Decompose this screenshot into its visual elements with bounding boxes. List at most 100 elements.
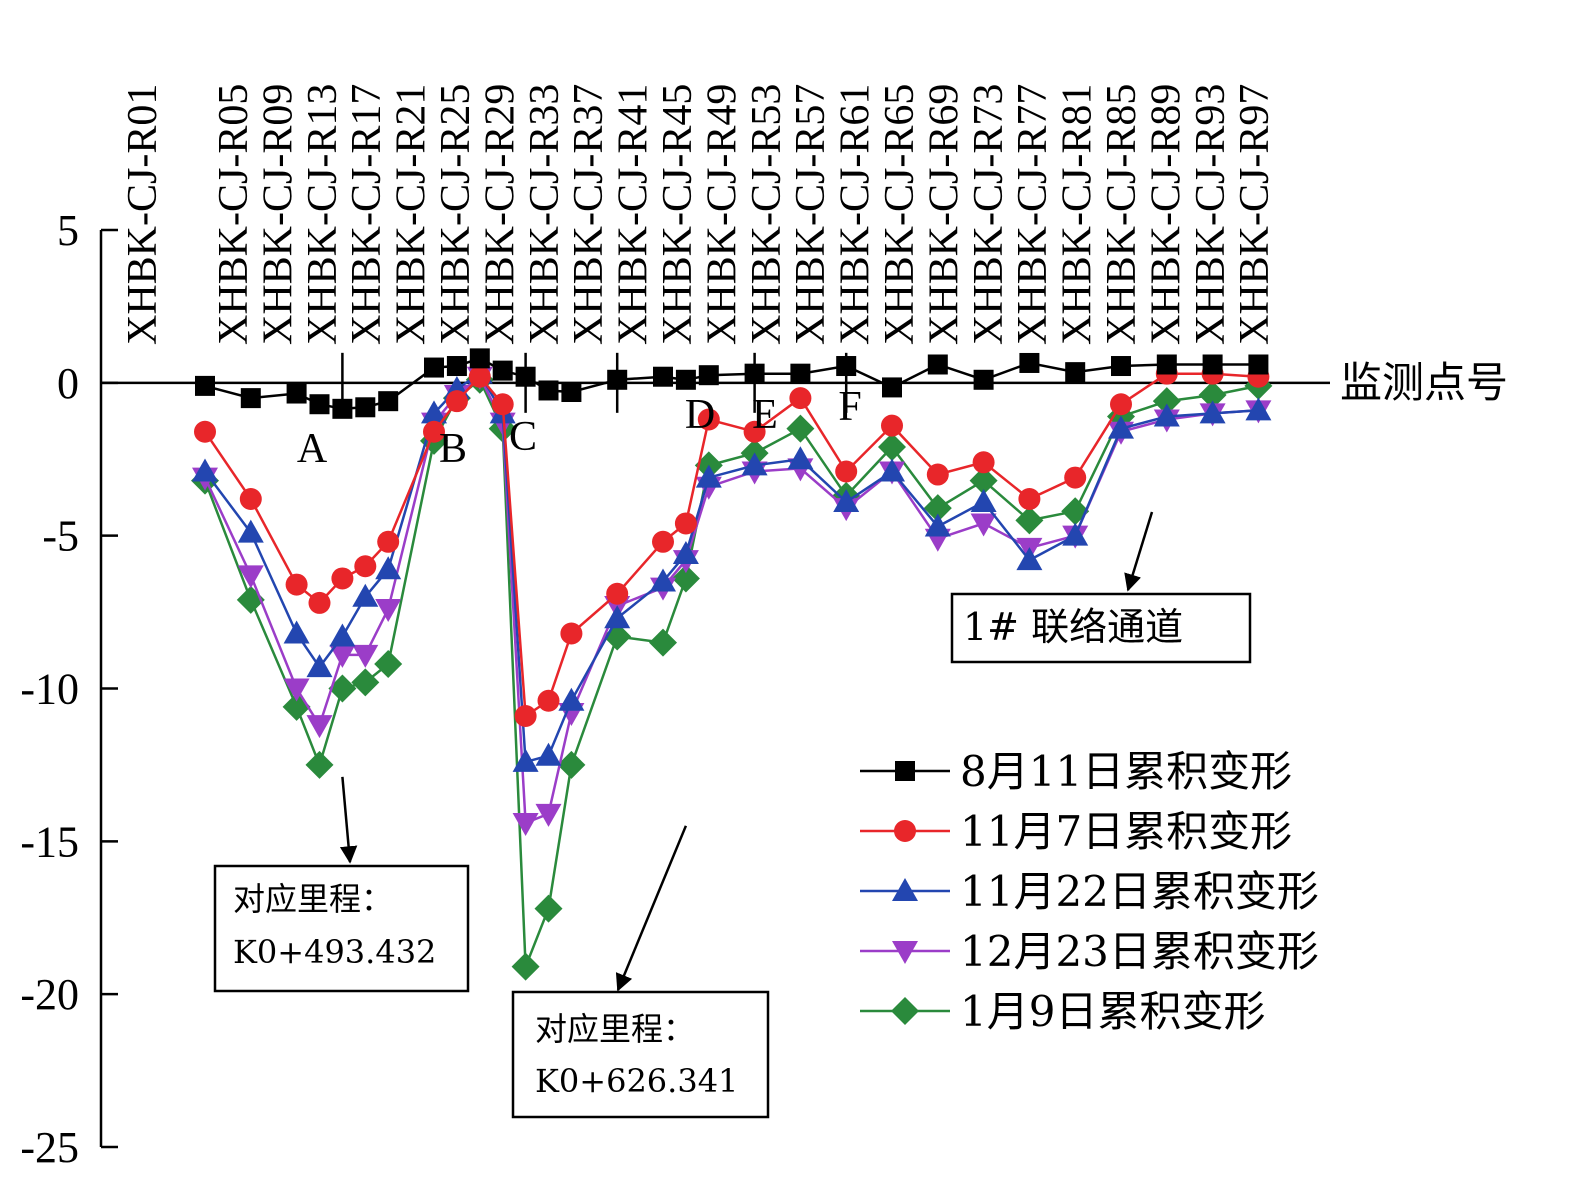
y-tick-label: -10	[20, 665, 79, 714]
data-point-marker	[892, 941, 918, 964]
annotation-frame	[213, 864, 470, 993]
data-point-marker	[835, 460, 858, 483]
category-label: XHBK-CJ-R21	[389, 84, 435, 345]
data-point-marker	[697, 408, 720, 431]
data-point-marker	[424, 357, 444, 378]
data-point-marker	[698, 365, 719, 386]
series-line	[203, 372, 1259, 719]
x-axis-title: 监测点号	[1340, 358, 1508, 407]
data-point-marker	[561, 382, 582, 403]
data-point-marker	[192, 458, 218, 482]
annotations: 对应里程： K0+493.432 对应里程： K0+626.341 1# 联络通道	[213, 511, 1252, 1119]
data-point-marker	[512, 748, 539, 772]
data-point-marker	[446, 356, 467, 377]
category-labels: XHBK-CJ-R01 XHBK-CJ-R05XHBK-CJ-R09XHBK-CJ…	[120, 84, 1278, 345]
category-label: XHBK-CJ-R01	[120, 84, 166, 345]
data-point-marker	[377, 530, 400, 553]
data-point-marker	[308, 591, 331, 614]
category-label: XHBK-CJ-R65	[877, 84, 923, 345]
data-point-marker	[744, 363, 765, 384]
data-point-marker	[1062, 522, 1089, 546]
data-point-marker	[695, 464, 722, 488]
annotation-box: 对应里程： K0+493.432	[213, 864, 470, 993]
data-point-marker	[882, 377, 902, 398]
data-point-marker	[558, 687, 585, 711]
category-label: XHBK-CJ-R93	[1188, 84, 1234, 345]
data-point-marker	[1245, 397, 1272, 421]
data-point-marker	[926, 463, 949, 486]
data-point-marker	[607, 369, 628, 390]
data-point-marker	[972, 451, 995, 474]
data-point-marker	[789, 387, 812, 410]
legend-label: 1月9日累积变形	[960, 987, 1265, 1036]
series	[195, 348, 1269, 419]
data-point-marker	[650, 568, 676, 592]
data-point-marker	[423, 420, 445, 443]
data-point-marker	[1199, 400, 1226, 424]
data-point-marker	[652, 530, 674, 553]
category-label: XHBK-CJ-R69	[921, 84, 967, 345]
category-label: XHBK-CJ-R73	[966, 84, 1012, 345]
data-point-marker	[512, 812, 539, 836]
data-point-marker	[538, 380, 559, 401]
legend-item: 11月7日累积变形	[860, 807, 1292, 856]
data-point-marker	[286, 383, 307, 404]
data-point-marker	[1202, 354, 1223, 375]
y-tick-label: -5	[42, 512, 79, 561]
category-label: XHBK-CJ-R13	[300, 84, 346, 345]
data-point-marker	[969, 466, 998, 495]
data-point-marker	[445, 390, 468, 413]
data-point-marker	[1019, 352, 1040, 373]
annotation-text: K0+626.341	[535, 1062, 738, 1100]
data-point-marker	[1018, 487, 1041, 510]
category-label: XHBK-CJ-R33	[522, 84, 568, 345]
category-label: XHBK-CJ-R89	[1143, 84, 1189, 345]
data-point-marker	[306, 654, 333, 678]
data-point-marker	[237, 519, 264, 543]
data-point-marker	[557, 750, 586, 779]
data-point-marker	[973, 369, 994, 390]
data-point-marker	[895, 761, 915, 781]
data-point-marker	[329, 623, 356, 647]
data-point-marker	[283, 620, 310, 644]
data-point-marker	[924, 513, 951, 537]
legend-label: 12月23日累积变形	[960, 927, 1319, 976]
annotation-text: 1# 联络通道	[963, 605, 1183, 649]
data-point-marker	[331, 567, 354, 590]
data-point-marker	[1111, 356, 1131, 377]
annotation-arrow	[339, 776, 358, 864]
category-label: XHBK-CJ-R41	[611, 84, 657, 345]
data-point-marker	[1198, 381, 1227, 410]
data-point-marker	[378, 391, 399, 412]
data-point-marker	[891, 997, 919, 1025]
data-point-marker	[351, 668, 380, 697]
data-point-marker	[743, 420, 766, 443]
legend-item: 11月22日累积变形	[860, 867, 1319, 916]
data-point-marker	[352, 583, 379, 607]
category-label: XHBK-CJ-R53	[744, 84, 790, 345]
data-point-marker	[894, 820, 916, 842]
data-point-marker	[469, 348, 490, 369]
legend-label: 8月11日累积变形	[960, 747, 1292, 796]
data-point-marker	[787, 446, 814, 470]
legend: 8月11日累积变形 11月7日累积变形 11月22日累积变形 12月23日累积变形 1月…	[860, 747, 1319, 1036]
data-point-marker	[927, 354, 948, 375]
data-point-marker	[354, 555, 377, 578]
data-point-marker	[649, 628, 677, 657]
legend-label: 11月7日累积变形	[960, 807, 1292, 856]
point-label: E	[752, 392, 778, 438]
series-group	[191, 348, 1273, 981]
point-label: B	[439, 426, 467, 472]
data-point-marker	[833, 489, 860, 513]
data-point-marker	[537, 689, 560, 712]
data-point-marker	[674, 512, 697, 535]
data-point-marker	[923, 494, 952, 523]
data-point-marker	[332, 398, 353, 419]
category-label: XHBK-CJ-R49	[699, 84, 745, 345]
data-point-marker	[879, 458, 905, 482]
category-label: XHBK-CJ-R81	[1055, 84, 1101, 345]
data-point-marker	[239, 487, 262, 510]
legend-label: 11月22日累积变形	[960, 867, 1319, 916]
data-point-marker	[653, 366, 673, 387]
